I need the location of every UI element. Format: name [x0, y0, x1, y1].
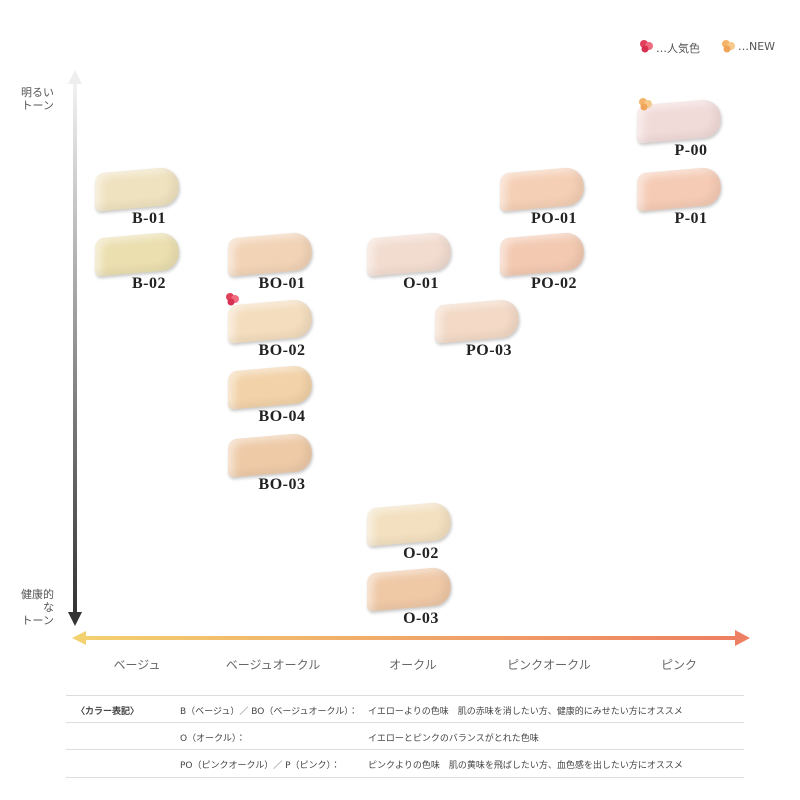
swatch-label: O-02	[403, 545, 439, 562]
row-desc: ピンクよりの色味 肌の黄味を飛ばしたい方、血色感を出したい方にオススメ	[368, 761, 683, 771]
swatch-label: PO-02	[530, 275, 578, 292]
chip	[227, 432, 313, 478]
popular-icon	[640, 40, 653, 53]
chip	[499, 166, 585, 212]
legend-new: …NEW	[738, 40, 776, 53]
swatch: P-01	[635, 166, 727, 232]
chip	[366, 231, 452, 277]
x-category: ベージュ	[113, 658, 161, 672]
row-label: PO（ピンクオークル）／ P（ピンク）：	[180, 761, 341, 771]
x-category: ピンク	[660, 658, 697, 672]
y-bottom-label: 健康的な トーン	[14, 588, 54, 627]
swatch: O-01	[365, 231, 457, 297]
row-desc: イエローよりの色味 肌の赤味を消したい方、健康的にみせたい方にオススメ	[368, 707, 683, 717]
chip	[636, 166, 722, 212]
new-icon	[722, 40, 735, 53]
swatch-label: O-03	[403, 610, 439, 627]
table-row: 〈カラー表記〉 B（ベージュ）／ BO（ベージュオークル）： イエローよりの色味…	[66, 695, 744, 723]
chip	[94, 231, 180, 277]
table-row: O（オークル）： イエローとピンクのバランスがとれた色味	[66, 722, 744, 750]
swatch-label: P-00	[674, 142, 708, 159]
x-arrow-right	[735, 630, 750, 646]
chip	[366, 501, 452, 547]
x-arrow-left	[72, 631, 86, 645]
swatch: B-01	[93, 166, 185, 232]
swatch: B-02	[93, 231, 185, 297]
chip	[434, 298, 520, 344]
y-axis	[73, 82, 77, 614]
swatch: PO-01	[498, 166, 590, 232]
swatch-label: BO-03	[258, 476, 306, 493]
swatch-label: B-02	[132, 275, 166, 292]
chip	[366, 566, 452, 612]
swatch: BO-02	[226, 298, 318, 364]
swatch-label: PO-03	[465, 342, 513, 359]
swatch: PO-02	[498, 231, 590, 297]
swatch: P-00	[635, 98, 727, 164]
text: トーン	[21, 614, 54, 627]
chip	[94, 166, 180, 212]
swatch-label: O-01	[403, 275, 439, 292]
swatch: BO-03	[226, 432, 318, 498]
chip	[499, 231, 585, 277]
swatch: O-02	[365, 501, 457, 567]
new-icon	[639, 98, 652, 111]
popular-icon	[226, 293, 239, 306]
text: トーン	[21, 99, 54, 112]
swatch-label: BO-01	[258, 275, 306, 292]
y-top-label: 明るい トーン	[14, 86, 54, 112]
x-category: ベージュオークル	[225, 658, 321, 672]
swatch-label: BO-02	[258, 342, 306, 359]
legend-popular: …人気色	[656, 42, 700, 55]
text: 明るい	[21, 86, 54, 99]
row-desc: イエローとピンクのバランスがとれた色味	[368, 734, 539, 744]
swatch: PO-03	[433, 298, 525, 364]
swatch: O-03	[365, 566, 457, 632]
swatch: BO-04	[226, 364, 318, 430]
table-row: PO（ピンクオークル）／ P（ピンク）： ピンクよりの色味 肌の黄味を飛ばしたい…	[66, 749, 744, 778]
x-axis	[84, 636, 736, 640]
y-arrow-bottom	[68, 612, 82, 626]
swatch-label: PO-01	[530, 210, 578, 227]
x-category: ピンクオークル	[507, 658, 591, 672]
x-category: オークル	[389, 658, 437, 672]
text: 健康的な	[21, 588, 54, 614]
swatch: BO-01	[226, 231, 318, 297]
swatch-label: P-01	[674, 210, 708, 227]
chip	[227, 364, 313, 410]
chip	[227, 231, 313, 277]
y-arrow-top	[68, 70, 82, 84]
table-heading: 〈カラー表記〉	[76, 707, 140, 717]
swatch-label: B-01	[132, 210, 166, 227]
row-label: B（ベージュ）／ BO（ベージュオークル）：	[180, 707, 358, 717]
swatch-label: BO-04	[258, 408, 306, 425]
row-label: O（オークル）：	[180, 734, 246, 744]
